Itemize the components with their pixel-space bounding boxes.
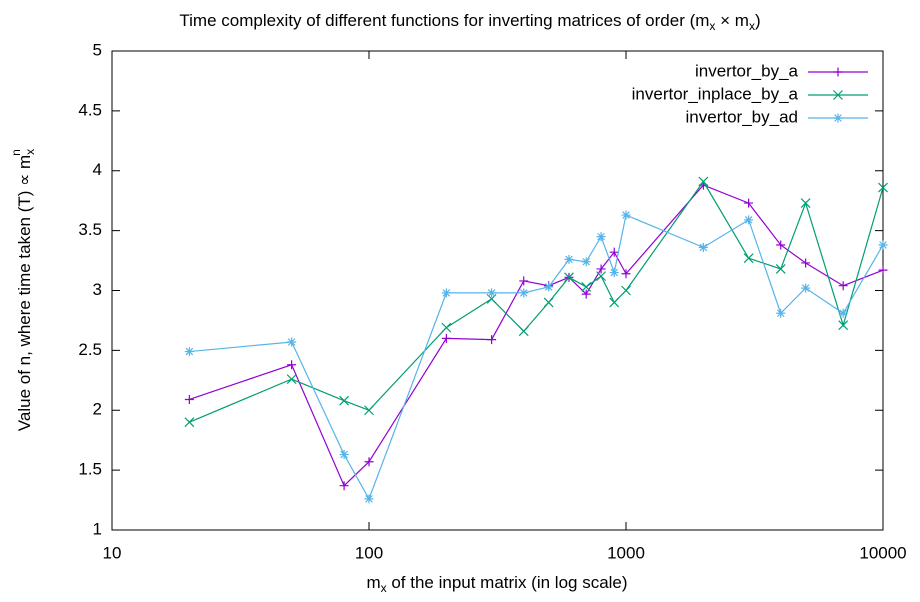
marker bbox=[833, 113, 843, 123]
marker bbox=[609, 268, 619, 278]
marker bbox=[544, 282, 554, 292]
legend-label: invertor_by_a bbox=[695, 61, 799, 80]
marker bbox=[564, 272, 574, 283]
series-line bbox=[189, 184, 884, 487]
title-part: × m bbox=[715, 11, 749, 30]
marker bbox=[519, 276, 529, 286]
marker bbox=[621, 210, 631, 220]
marker bbox=[838, 281, 848, 291]
marker bbox=[364, 457, 374, 467]
ylabel-part: Value of n, where time taken (T) ∝ m bbox=[15, 155, 34, 431]
marker bbox=[838, 308, 848, 318]
marker bbox=[801, 283, 811, 293]
marker bbox=[581, 289, 591, 299]
marker bbox=[518, 326, 529, 337]
marker bbox=[364, 494, 374, 504]
x-tick-label: 1000 bbox=[607, 543, 645, 562]
title-part: Time complexity of different functions f… bbox=[179, 11, 709, 30]
marker bbox=[364, 405, 374, 416]
marker bbox=[609, 297, 620, 308]
marker bbox=[184, 347, 194, 357]
marker bbox=[441, 333, 451, 343]
marker bbox=[487, 288, 497, 298]
x-tick-label: 10 bbox=[103, 543, 122, 562]
xlabel-part: m bbox=[366, 573, 380, 592]
plot-frame bbox=[111, 50, 884, 531]
marker bbox=[838, 320, 849, 331]
y-axis-label: Value of n, where time taken (T) ∝ mxn bbox=[9, 149, 37, 431]
marker bbox=[581, 257, 591, 267]
marker bbox=[487, 335, 497, 345]
marker bbox=[698, 242, 708, 252]
marker bbox=[609, 247, 619, 257]
marker bbox=[775, 264, 786, 274]
title-part: x bbox=[709, 19, 715, 33]
y-tick-label: 1.5 bbox=[78, 460, 102, 479]
marker bbox=[800, 198, 811, 209]
marker bbox=[596, 264, 606, 274]
marker bbox=[184, 394, 194, 404]
marker bbox=[621, 285, 631, 296]
ylabel-part: n bbox=[9, 149, 23, 156]
marker bbox=[287, 337, 297, 347]
y-tick-label: 2.5 bbox=[78, 340, 102, 359]
marker bbox=[878, 240, 888, 250]
legend-label: invertor_inplace_by_a bbox=[632, 84, 799, 103]
chart-title: Time complexity of different functions f… bbox=[179, 11, 760, 33]
marker bbox=[744, 215, 754, 225]
marker bbox=[878, 265, 888, 275]
series-line bbox=[189, 214, 884, 501]
legend-label: invertor_by_ad bbox=[686, 107, 798, 126]
x-axis-label: mx of the input matrix (in log scale) bbox=[366, 573, 627, 595]
marker bbox=[184, 417, 195, 428]
marker bbox=[286, 374, 297, 385]
marker bbox=[776, 240, 786, 250]
marker bbox=[519, 288, 529, 298]
xlabel-part: of the input matrix (in log scale) bbox=[387, 573, 628, 592]
marker bbox=[596, 232, 606, 242]
marker bbox=[801, 258, 811, 268]
marker bbox=[339, 395, 350, 406]
x-tick-label: 100 bbox=[355, 543, 383, 562]
marker bbox=[441, 322, 452, 333]
y-tick-label: 4.5 bbox=[78, 100, 102, 119]
marker bbox=[621, 269, 631, 279]
marker bbox=[339, 481, 349, 491]
marker bbox=[596, 271, 607, 282]
marker bbox=[776, 308, 786, 318]
y-tick-label: 3 bbox=[93, 280, 102, 299]
title-part: x bbox=[749, 19, 755, 33]
marker bbox=[543, 297, 554, 308]
xlabel-part: x bbox=[381, 581, 387, 595]
x-tick-label: 10000 bbox=[859, 543, 906, 562]
marker bbox=[581, 281, 592, 292]
marker bbox=[878, 182, 888, 193]
ylabel-part: x bbox=[23, 149, 37, 155]
y-tick-label: 2 bbox=[93, 400, 102, 419]
marker bbox=[833, 67, 843, 77]
marker bbox=[339, 450, 349, 460]
y-tick-label: 4 bbox=[93, 160, 102, 179]
marker bbox=[698, 176, 709, 187]
marker bbox=[744, 198, 754, 208]
marker bbox=[743, 253, 754, 264]
marker bbox=[833, 90, 843, 100]
y-tick-label: 3.5 bbox=[78, 220, 102, 239]
y-tick-label: 5 bbox=[93, 40, 102, 59]
title-part: ) bbox=[755, 11, 761, 30]
marker bbox=[287, 360, 297, 370]
marker bbox=[441, 288, 451, 298]
series-line bbox=[189, 180, 884, 423]
marker bbox=[564, 254, 574, 264]
y-tick-label: 1 bbox=[93, 519, 102, 538]
